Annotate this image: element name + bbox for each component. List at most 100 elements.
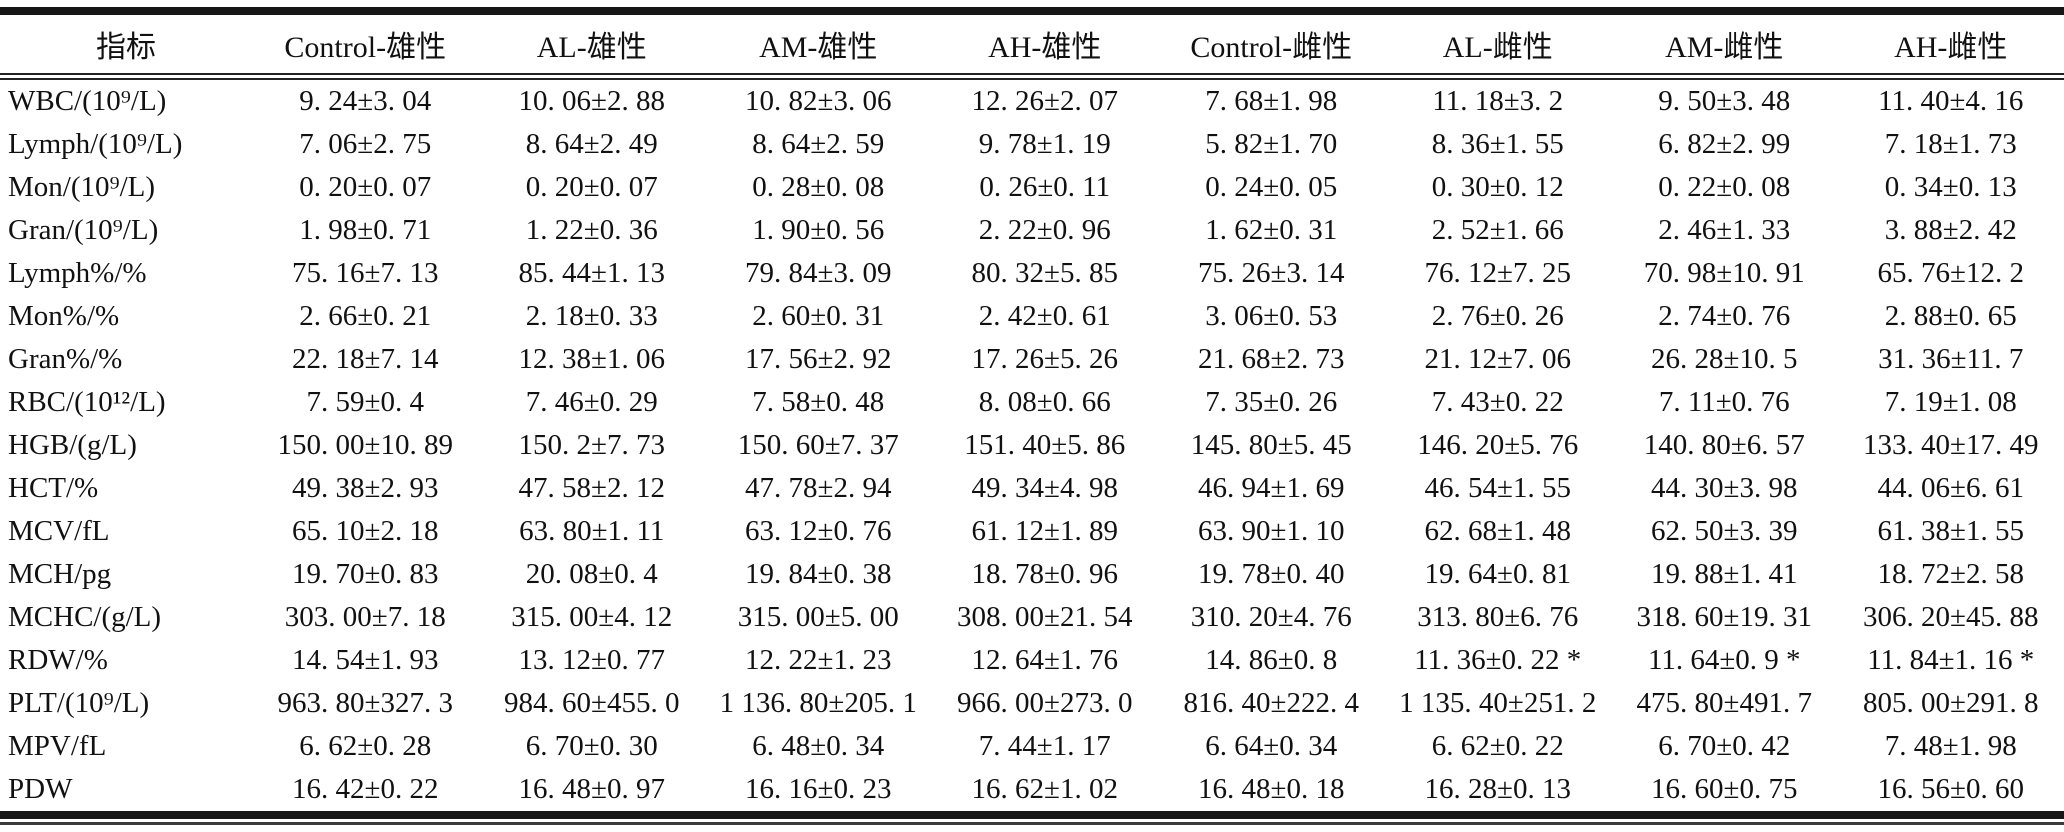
value-cell: 318. 60±19. 31 <box>1636 601 1812 633</box>
table-row: Lymph/(10⁹/L) 7. 06±2. 75 8. 64±2. 49 8. 64… <box>0 123 2064 166</box>
column-header-al-male: AL-雄性 <box>478 11 705 80</box>
value-cell: 47. 58±2. 12 <box>518 472 665 504</box>
value-cell: 1. 90±0. 56 <box>752 214 885 246</box>
row-label: MCH/pg <box>8 558 112 590</box>
value-cell: 62. 50±3. 39 <box>1651 515 1798 547</box>
value-cell: 7. 06±2. 75 <box>299 128 432 160</box>
table-row: HCT/% 49. 38±2. 93 47. 58±2. 12 47. 78±2. 9… <box>0 467 2064 510</box>
value-cell: 16. 42±0. 22 <box>292 773 439 805</box>
value-cell: 805. 00±291. 8 <box>1863 687 2039 719</box>
row-label: WBC/(10⁹/L) <box>8 85 167 117</box>
value-cell: 1. 62±0. 31 <box>1205 214 1338 246</box>
value-cell: 65. 76±12. 2 <box>1877 257 2024 289</box>
table-row: WBC/(10⁹/L) 9. 24±3. 04 10. 06±2. 88 10. 82… <box>0 77 2064 124</box>
row-label: MPV/fL <box>8 730 107 762</box>
value-cell: 7. 19±1. 08 <box>1884 386 2017 418</box>
value-cell: 963. 80±327. 3 <box>277 687 453 719</box>
value-cell: 7. 46±0. 29 <box>525 386 658 418</box>
value-cell: 0. 20±0. 07 <box>525 171 658 203</box>
value-cell: 14. 54±1. 93 <box>292 644 439 676</box>
value-cell: 150. 00±10. 89 <box>277 429 453 461</box>
value-cell: 62. 68±1. 48 <box>1424 515 1571 547</box>
value-cell: 44. 30±3. 98 <box>1651 472 1798 504</box>
row-label: RDW/% <box>8 644 108 676</box>
value-cell: 1. 22±0. 36 <box>525 214 658 246</box>
value-cell: 16. 48±0. 97 <box>518 773 665 805</box>
value-cell: 6. 62±0. 22 <box>1431 730 1564 762</box>
value-cell: 308. 00±21. 54 <box>957 601 1133 633</box>
value-cell: 6. 70±0. 30 <box>525 730 658 762</box>
row-label: Gran/(10⁹/L) <box>8 214 159 246</box>
value-cell: 13. 12±0. 77 <box>518 644 665 676</box>
header-row: 指标 Control-雄性 AL-雄性 AM-雄性 AH-雄性 Control-… <box>0 11 2064 80</box>
value-cell: 12. 64±1. 76 <box>971 644 1118 676</box>
value-cell: 0. 26±0. 11 <box>979 171 1111 203</box>
value-cell: 0. 28±0. 08 <box>752 171 885 203</box>
value-cell: 18. 78±0. 96 <box>971 558 1118 590</box>
value-cell: 150. 60±7. 37 <box>737 429 899 461</box>
value-cell: 16. 62±1. 02 <box>971 773 1118 805</box>
value-cell: 16. 60±0. 75 <box>1651 773 1798 805</box>
value-cell: 7. 58±0. 48 <box>752 386 885 418</box>
column-header-ah-female: AH-雌性 <box>1837 11 2064 80</box>
value-cell: 9. 24±3. 04 <box>299 85 432 117</box>
value-cell: 46. 94±1. 69 <box>1198 472 1345 504</box>
value-cell: 0. 34±0. 13 <box>1884 171 2017 203</box>
value-cell: 2. 42±0. 61 <box>978 300 1111 332</box>
value-cell: 966. 00±273. 0 <box>957 687 1133 719</box>
value-cell: 3. 88±2. 42 <box>1884 214 2017 246</box>
value-cell: 11. 18±3. 2 <box>1432 85 1564 117</box>
value-cell: 3. 06±0. 53 <box>1205 300 1338 332</box>
table-row: MCHC/(g/L) 303. 00±7. 18 315. 00±4. 12 315.… <box>0 596 2064 639</box>
value-cell: 75. 16±7. 13 <box>292 257 439 289</box>
value-cell: 49. 38±2. 93 <box>292 472 439 504</box>
table-row: Gran/(10⁹/L) 1. 98±0. 71 1. 22±0. 36 1. 90±… <box>0 209 2064 252</box>
value-cell: 5. 82±1. 70 <box>1205 128 1338 160</box>
value-cell: 7. 35±0. 26 <box>1205 386 1338 418</box>
column-header-am-female: AM-雌性 <box>1611 11 1838 80</box>
value-cell: 7. 43±0. 22 <box>1431 386 1564 418</box>
value-cell: 26. 28±10. 5 <box>1651 343 1798 375</box>
value-cell: 8. 08±0. 66 <box>978 386 1111 418</box>
value-cell: 0. 22±0. 08 <box>1658 171 1791 203</box>
row-label: PLT/(10⁹/L) <box>8 687 150 719</box>
column-header-al-female: AL-雌性 <box>1384 11 1611 80</box>
value-cell: 76. 12±7. 25 <box>1424 257 1571 289</box>
value-cell: 44. 06±6. 61 <box>1877 472 2024 504</box>
value-cell: 21. 12±7. 06 <box>1424 343 1571 375</box>
value-cell: 2. 22±0. 96 <box>978 214 1111 246</box>
value-cell: 8. 64±2. 59 <box>752 128 885 160</box>
table-row: PLT/(10⁹/L) 963. 80±327. 3 984. 60±455. 0 1… <box>0 682 2064 725</box>
column-header-control-female: Control-雌性 <box>1158 11 1385 80</box>
table-row: Lymph%/% 75. 16±7. 13 85. 44±1. 13 79. 84±3… <box>0 252 2064 295</box>
value-cell: 306. 20±45. 88 <box>1863 601 2039 633</box>
value-cell: 6. 62±0. 28 <box>299 730 432 762</box>
value-cell: 145. 80±5. 45 <box>1190 429 1352 461</box>
value-cell: 2. 76±0. 26 <box>1431 300 1564 332</box>
table-row: RDW/% 14. 54±1. 93 13. 12±0. 77 12. 22±1. 2… <box>0 639 2064 682</box>
value-cell: 70. 98±10. 91 <box>1643 257 1805 289</box>
value-cell: 6. 70±0. 42 <box>1658 730 1791 762</box>
value-cell: 11. 84±1. 16 * <box>1867 644 2035 676</box>
value-cell: 21. 68±2. 73 <box>1198 343 1345 375</box>
value-cell: 16. 28±0. 13 <box>1424 773 1571 805</box>
value-cell: 63. 12±0. 76 <box>745 515 892 547</box>
value-cell: 12. 22±1. 23 <box>745 644 892 676</box>
value-cell: 475. 80±491. 7 <box>1636 687 1812 719</box>
value-cell: 8. 64±2. 49 <box>525 128 658 160</box>
table-row: Gran%/% 22. 18±7. 14 12. 38±1. 06 17. 56±2.… <box>0 338 2064 381</box>
column-header-control-male: Control-雄性 <box>252 11 479 80</box>
table-row: Mon%/% 2. 66±0. 21 2. 18±0. 33 2. 60±0. 31 2… <box>0 295 2064 338</box>
value-cell: 65. 10±2. 18 <box>292 515 439 547</box>
value-cell: 7. 44±1. 17 <box>978 730 1111 762</box>
row-label: Gran%/% <box>8 343 123 375</box>
table-row: PDW 16. 42±0. 22 16. 48±0. 97 16. 16±0. 23 1… <box>0 768 2064 815</box>
value-cell: 7. 68±1. 98 <box>1205 85 1338 117</box>
column-header-ah-male: AH-雄性 <box>931 11 1158 80</box>
value-cell: 0. 30±0. 12 <box>1431 171 1564 203</box>
value-cell: 6. 48±0. 34 <box>752 730 885 762</box>
table-row: RBC/(10¹²/L) 7. 59±0. 4 7. 46±0. 29 7. 58±0… <box>0 381 2064 424</box>
value-cell: 79. 84±3. 09 <box>745 257 892 289</box>
value-cell: 133. 40±17. 49 <box>1863 429 2039 461</box>
